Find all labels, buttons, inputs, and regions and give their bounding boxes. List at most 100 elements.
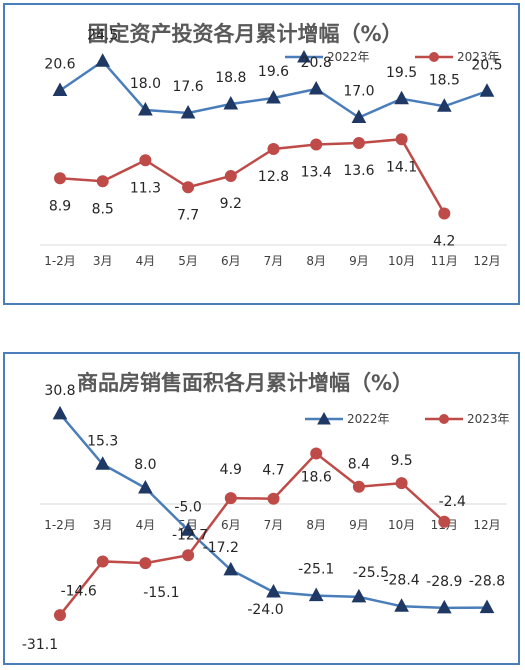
fai-x-tick-label: 1-2月 <box>44 254 76 268</box>
hsa-marker-2022-6 <box>308 587 324 602</box>
hsa-data-label-2023-3: -12.7 <box>172 527 208 543</box>
fai-data-label-2023-4: 9.2 <box>220 196 242 212</box>
fai-marker-2023-6 <box>310 138 323 151</box>
fai-legend-marker-0 <box>297 49 311 63</box>
hsa-marker-2022-4 <box>223 561 239 576</box>
fai-legend-label-0: 2022年 <box>327 50 370 64</box>
hsa-marker-2022-3 <box>180 522 196 536</box>
hsa-chart-title: 商品房销售面积各月累计增幅（%） <box>77 371 413 395</box>
hsa-marker-2022-10 <box>479 599 495 614</box>
fai-x-tick-label: 7月 <box>264 254 284 268</box>
hsa-legend-label-1: 2023年 <box>467 412 510 426</box>
hsa-x-tick-label: 9月 <box>349 518 369 532</box>
hsa-data-label-2022-2: 8.0 <box>134 457 156 473</box>
hsa-marker-2023-4 <box>224 492 237 505</box>
hsa-data-label-2023-9: -2.4 <box>439 494 466 510</box>
hsa-data-label-2022-10: -28.8 <box>469 574 505 590</box>
chart-svg-fixed-asset-investment: 固定资产投资各月累计增幅（%） 1-2月 3月 4月 5月 6月 7月 8月 9月 10月 11月 1… <box>40 22 507 268</box>
fai-marker-2022-1 <box>95 53 111 67</box>
hsa-marker-2022-5 <box>266 583 281 598</box>
fai-data-label-2023-8: 14.1 <box>386 159 417 175</box>
hsa-marker-2023-2 <box>139 557 152 570</box>
fai-data-label-2022-2: 18.0 <box>130 76 161 92</box>
fai-marker-2023-4 <box>224 170 237 182</box>
fai-marker-2022-8 <box>394 90 409 105</box>
hsa-data-label-2022-9: -28.9 <box>426 574 462 590</box>
hsa-data-label-2023-1: -14.6 <box>61 583 97 599</box>
hsa-series-line-1 <box>59 451 446 616</box>
hsa-data-label-2023-4: 4.9 <box>220 462 242 478</box>
chart-panel-fixed-asset-investment: 固定资产投资各月累计增幅（%） 1-2月 3月 4月 5月 6月 7月 8月 9月 10月 11月 1… <box>3 3 520 305</box>
fai-marker-2023-8 <box>395 133 408 146</box>
hsa-marker-2022-7 <box>351 588 367 603</box>
fai-marker-2023-1 <box>96 175 109 188</box>
fai-data-label-2023-1: 8.5 <box>92 201 114 217</box>
fai-data-label-2022-7: 17.0 <box>343 84 374 100</box>
fai-x-tick-label: 12月 <box>473 254 500 268</box>
chart-panel-housing-sales-area: 商品房销售面积各月累计增幅（%）1-2月3月4月5月6月7月8月9月10月11月… <box>3 352 520 665</box>
fai-x-tick-label: 11月 <box>431 254 458 268</box>
fai-data-label-2022-5: 19.6 <box>258 64 289 80</box>
fai-x-tick-label: 9月 <box>349 254 369 268</box>
fai-data-label-2022-6: 20.8 <box>301 55 332 71</box>
fai-data-label-2022-4: 18.8 <box>215 70 246 86</box>
fai-legend-label-1: 2023年 <box>457 50 500 64</box>
fai-x-tick-label: 4月 <box>136 254 156 268</box>
hsa-data-label-2022-8: -28.4 <box>383 572 419 588</box>
hsa-data-label-2022-5: -24.0 <box>247 602 283 618</box>
hsa-data-label-2023-6: 18.6 <box>301 470 332 486</box>
fai-marker-2023-5 <box>267 143 280 155</box>
fai-data-label-2023-0: 8.9 <box>49 198 71 214</box>
hsa-data-label-2023-2: -15.1 <box>143 585 179 601</box>
fai-legend-marker-1 <box>429 52 439 62</box>
fai-x-tick-label: 6月 <box>221 254 241 268</box>
fai-data-label-2023-3: 7.7 <box>177 207 199 223</box>
hsa-marker-2023-5 <box>267 492 280 505</box>
hsa-x-tick-label: 1-2月 <box>44 518 76 532</box>
hsa-data-label-2023-5: 4.7 <box>262 463 284 479</box>
chart-svg-housing-sales-area: 商品房销售面积各月累计增幅（%）1-2月3月4月5月6月7月8月9月10月11月… <box>22 371 510 653</box>
hsa-data-label-2022-7: -25.5 <box>353 565 389 581</box>
hsa-marker-2023-1 <box>96 555 109 568</box>
hsa-legend-marker-0 <box>317 411 331 425</box>
fai-marker-2022-10 <box>479 83 495 97</box>
fai-marker-2022-4 <box>223 95 239 110</box>
fai-data-label-2022-0: 20.6 <box>44 57 75 73</box>
fai-marker-2023-0 <box>54 172 66 185</box>
fai-data-label-2023-9: 4.2 <box>433 234 455 250</box>
hsa-marker-2023-6 <box>310 447 323 460</box>
hsa-marker-2022-0 <box>52 405 68 420</box>
hsa-legend-label-0: 2022年 <box>347 412 390 426</box>
hsa-data-label-2022-4: -17.2 <box>203 540 239 556</box>
hsa-marker-2022-8 <box>394 598 409 612</box>
hsa-data-label-2022-1: 15.3 <box>87 433 118 449</box>
hsa-data-label-2023-8: 9.5 <box>390 453 412 469</box>
fai-series-line-1 <box>59 137 446 215</box>
fai-marker-2022-2 <box>138 101 153 116</box>
hsa-data-label-2022-6: -25.1 <box>298 562 334 578</box>
hsa-marker-2022-9 <box>436 599 452 614</box>
fai-marker-2022-9 <box>436 98 452 112</box>
fai-data-label-2022-1: 24.5 <box>87 27 118 43</box>
hsa-series-line-0 <box>59 413 488 610</box>
hsa-marker-2023-7 <box>352 480 365 493</box>
fai-marker-2023-7 <box>352 137 365 149</box>
fai-x-tick-label: 8月 <box>306 254 326 268</box>
fai-marker-2023-9 <box>438 207 451 220</box>
hsa-x-tick-label: 3月 <box>93 518 113 532</box>
fai-data-label-2023-2: 11.3 <box>130 180 161 196</box>
fai-x-tick-label: 3月 <box>93 254 113 268</box>
hsa-x-tick-label: 4月 <box>136 518 156 532</box>
fai-data-label-2022-3: 17.6 <box>173 79 204 95</box>
hsa-x-tick-label: 12月 <box>473 518 500 532</box>
hsa-marker-2022-2 <box>138 479 153 494</box>
fai-data-label-2023-7: 13.6 <box>343 163 374 179</box>
fai-data-label-2023-5: 12.8 <box>258 169 289 185</box>
fai-chart-title: 固定资产投资各月累计增幅（%） <box>87 22 402 46</box>
fai-x-tick-label: 5月 <box>178 254 198 268</box>
fai-marker-2023-3 <box>182 181 195 194</box>
fai-data-label-2022-10: 20.5 <box>471 57 502 73</box>
fai-data-label-2023-6: 13.4 <box>301 165 332 181</box>
hsa-x-tick-label: 6月 <box>221 518 241 532</box>
fai-marker-2022-3 <box>180 104 196 119</box>
